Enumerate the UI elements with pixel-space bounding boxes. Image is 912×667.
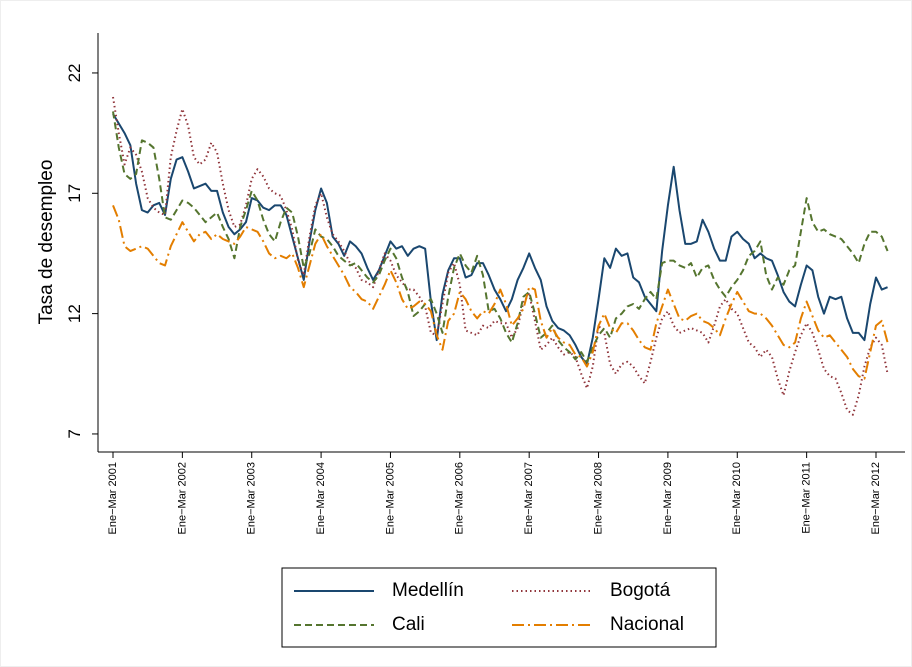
x-tick-label: Ene−Mar 2005 — [384, 462, 396, 534]
series-line — [112, 204, 889, 380]
x-tick-label: Ene−Mar 2012 — [870, 462, 882, 534]
x-tick-label: Ene−Mar 2002 — [176, 462, 188, 534]
x-tick-label: Ene−Mar 2009 — [662, 462, 674, 534]
series-line — [112, 113, 888, 366]
y-tick-label: 17 — [65, 184, 84, 203]
x-tick-label: Ene−Mar 2006 — [454, 462, 466, 534]
plot-region — [8, 8, 904, 659]
x-tick-label: Ene−Mar 2011 — [801, 462, 813, 534]
series-line — [112, 111, 889, 363]
y-tick-label: 22 — [65, 63, 84, 82]
x-tick-label: Ene−Mar 2007 — [523, 462, 535, 534]
y-axis-title: Tasa de desempleo — [36, 160, 57, 325]
x-tick-label: Ene−Mar 2008 — [592, 462, 604, 534]
y-tick-label: 12 — [65, 304, 84, 323]
x-tick-label: Ene−Mar 2010 — [731, 462, 743, 534]
legend-label: Cali — [392, 614, 425, 635]
x-tick-label: Ene−Mar 2004 — [315, 462, 327, 534]
legend-label: Medellín — [392, 580, 464, 601]
x-tick-label: Ene−Mar 2001 — [107, 462, 119, 534]
x-tick-label: Ene−Mar 2003 — [246, 462, 258, 534]
legend — [281, 567, 717, 648]
legend-label: Nacional — [610, 614, 684, 635]
legend-label: Bogotá — [610, 580, 671, 601]
y-tick-label: 7 — [65, 429, 84, 438]
